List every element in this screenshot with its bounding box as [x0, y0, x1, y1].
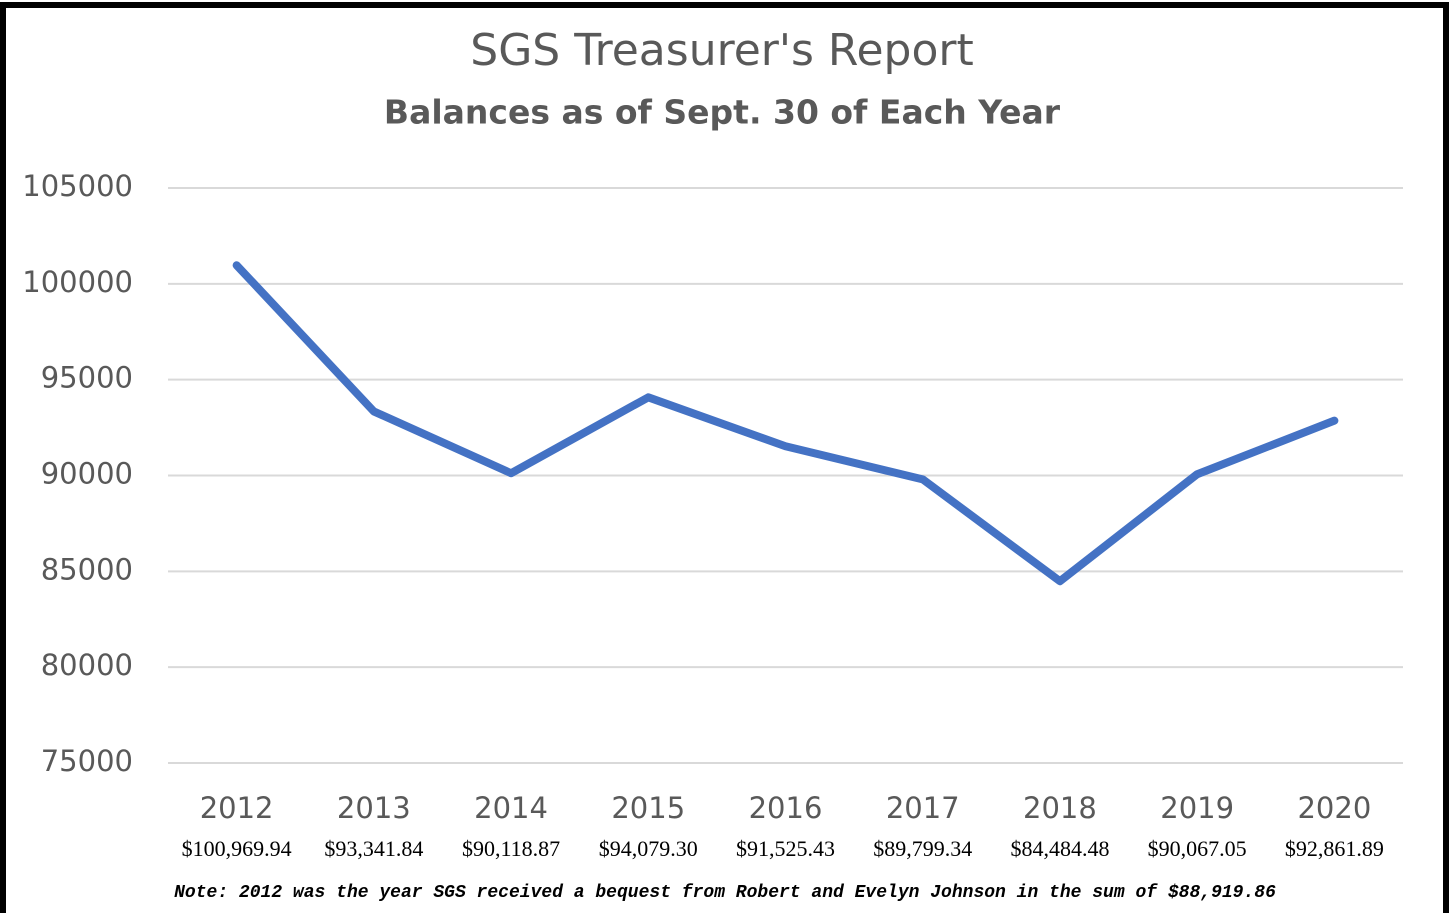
y-tick-label: 100000	[22, 265, 133, 299]
annotation: Note: 2012 was the year SGS received a b…	[174, 883, 1276, 903]
x-tick-label: 2019	[1160, 791, 1234, 825]
x-tick-label: 2012	[200, 791, 274, 825]
chart-title: SGS Treasurer's Report	[470, 25, 973, 76]
data-line	[232, 261, 1339, 586]
x-tick-label: 2015	[611, 791, 685, 825]
y-tick-label: 95000	[41, 361, 133, 395]
x-tick-label: 2017	[886, 791, 960, 825]
value-label: $90,118.87	[462, 836, 560, 861]
y-tick-label: 75000	[41, 744, 133, 778]
x-tick-label: 2016	[749, 791, 823, 825]
value-label: $89,799.34	[873, 836, 972, 861]
value-label: $90,067.05	[1148, 836, 1247, 861]
value-label: $100,969.94	[182, 836, 292, 861]
value-label: $93,341.84	[324, 836, 423, 861]
y-tick-label: 85000	[41, 552, 133, 586]
x-tick-label: 2020	[1297, 791, 1371, 825]
x-tick-label: 2014	[474, 791, 548, 825]
value-label: $92,861.89	[1285, 836, 1384, 861]
chart-subtitle: Balances as of Sept. 30 of Each Year	[384, 93, 1061, 132]
x-tick-label: 2013	[337, 791, 411, 825]
y-tick-label: 90000	[41, 457, 133, 491]
y-tick-label: 80000	[41, 648, 133, 682]
value-label: $94,079.30	[599, 836, 698, 861]
value-label: $84,484.48	[1010, 836, 1109, 861]
x-tick-label: 2018	[1023, 791, 1097, 825]
value-label: $91,525.43	[736, 836, 835, 861]
y-tick-label: 105000	[22, 169, 133, 203]
